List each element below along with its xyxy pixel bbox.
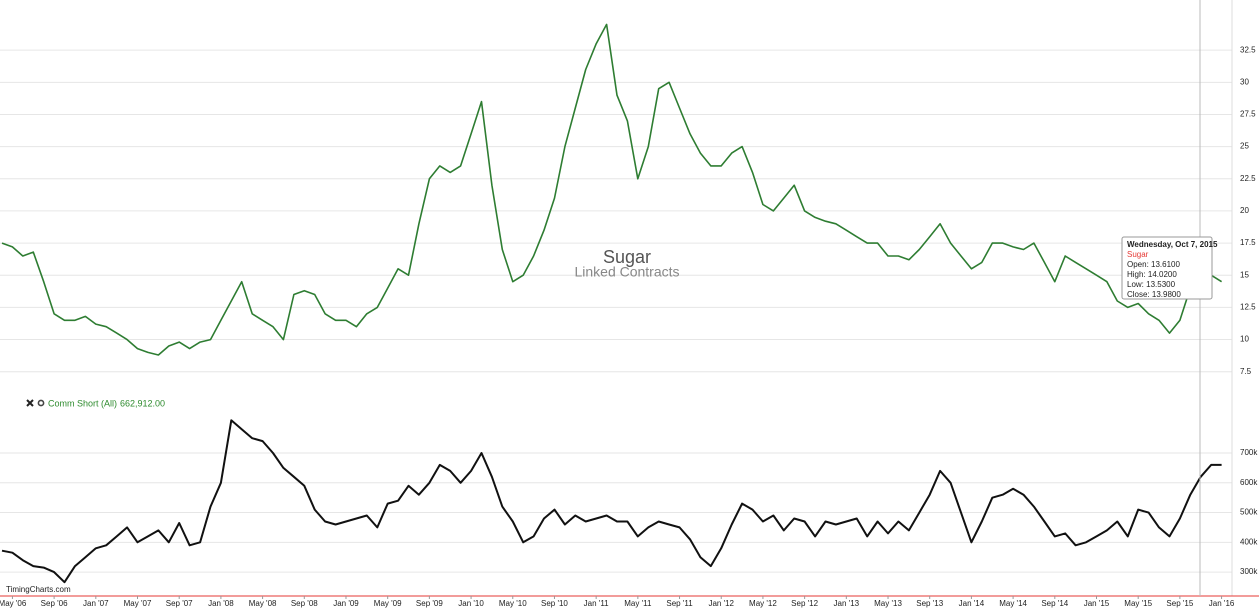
tooltip-close: Close: 13.9800	[1127, 290, 1181, 299]
x-tick-label: May '13	[874, 599, 902, 608]
tooltip-open: Open: 13.6100	[1127, 260, 1180, 269]
tooltip-series: Sugar	[1127, 250, 1149, 259]
y-tick-label: 15	[1240, 270, 1249, 279]
tooltip: Wednesday, Oct 7, 2015 Sugar Open: 13.61…	[1121, 236, 1218, 300]
x-tick-label: Jan '10	[458, 599, 484, 608]
x-tick-label: Jan '09	[333, 599, 359, 608]
x-tick-label: Sep '12	[791, 599, 818, 608]
x-tick-label: Sep '09	[416, 599, 443, 608]
y-tick-label: 10	[1240, 335, 1249, 344]
y-tick-label: 400k	[1240, 537, 1258, 546]
watermark: TimingCharts.com	[6, 585, 71, 594]
x-tick-label: May '15	[1124, 599, 1152, 608]
x-tick-label: Jan '08	[208, 599, 234, 608]
chart-subtitle: Linked Contracts	[574, 264, 679, 280]
x-tick-label: May '09	[374, 599, 402, 608]
x-tick-label: Sep '14	[1041, 599, 1068, 608]
x-tick-label: Jan '14	[959, 599, 985, 608]
x-tick-label: May '08	[249, 599, 277, 608]
x-tick-label: Jan '12	[708, 599, 734, 608]
x-tick-label: May '11	[624, 599, 652, 608]
x-tick-label: Jan '13	[834, 599, 860, 608]
close-icon[interactable]	[26, 399, 34, 407]
y-tick-label: 7.5	[1240, 367, 1252, 376]
y-tick-label: 20	[1240, 206, 1249, 215]
y-tick-label: 25	[1240, 142, 1249, 151]
y-tick-label: 22.5	[1240, 174, 1256, 183]
y-tick-label: 12.5	[1240, 303, 1256, 312]
x-tick-label: Sep '11	[666, 599, 693, 608]
y-tick-label: 600k	[1240, 478, 1258, 487]
tooltip-box	[1121, 236, 1213, 300]
x-tick-label: Sep '10	[541, 599, 568, 608]
legend-icons	[26, 399, 45, 407]
x-tick-label: Jan '15	[1084, 599, 1110, 608]
x-tick-label: Sep '07	[166, 599, 193, 608]
x-tick-label: Sep '13	[916, 599, 943, 608]
legend-value: 662,912.00	[120, 398, 165, 408]
chart-title: Sugar	[603, 247, 651, 267]
y-tick-label: 32.5	[1240, 45, 1256, 54]
tooltip-low: Low: 13.5300	[1127, 280, 1176, 289]
y-tick-label: 300k	[1240, 567, 1258, 576]
grid-layer	[0, 49, 1232, 573]
series-line	[1, 23, 1223, 356]
x-tick-label: May '07	[124, 599, 152, 608]
x-tick-label: May '06	[0, 599, 27, 608]
y-tick-label: 700k	[1240, 448, 1258, 457]
x-tick-label: Sep '06	[41, 599, 68, 608]
x-tick-label: Jan '16	[1209, 599, 1235, 608]
x-tick-label: Sep '08	[291, 599, 318, 608]
x-tick-label: Jan '11	[584, 599, 610, 608]
x-tick-label: May '10	[499, 599, 527, 608]
legend-name: Comm Short (All)	[48, 398, 117, 408]
series-line	[1, 419, 1222, 584]
x-tick-label: Jan '07	[83, 599, 109, 608]
settings-icon[interactable]	[37, 399, 45, 407]
y-tick-label: 27.5	[1240, 110, 1256, 119]
tooltip-date: Wednesday, Oct 7, 2015	[1127, 240, 1218, 249]
x-tick-label: May '12	[749, 599, 777, 608]
y-tick-label: 30	[1240, 77, 1249, 86]
y-tick-label: 17.5	[1240, 238, 1256, 247]
lines-layer	[1, 23, 1223, 584]
x-tick-label: May '14	[999, 599, 1027, 608]
x-tick-label: Sep '15	[1166, 599, 1193, 608]
y-tick-label: 500k	[1240, 508, 1258, 517]
tooltip-high: High: 14.0200	[1127, 270, 1177, 279]
